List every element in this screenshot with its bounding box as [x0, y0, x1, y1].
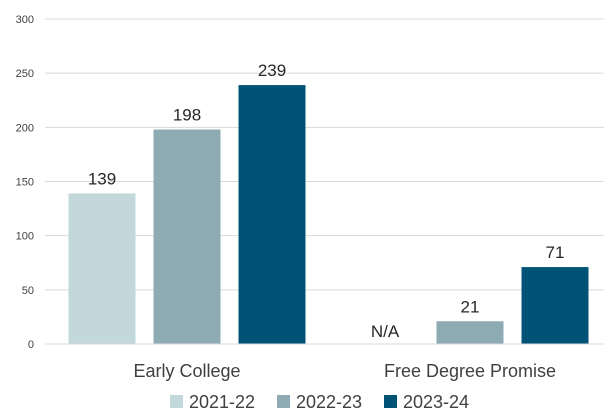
legend-label-2: 2023-24: [403, 392, 469, 412]
legend-label-1: 2022-23: [296, 392, 362, 412]
category-label-0: Early College: [133, 361, 240, 381]
y-tick-label-250: 250: [16, 68, 34, 80]
legend-swatch-2: [384, 395, 397, 408]
data-label-1-2: 71: [546, 243, 565, 262]
data-label-0-1: 198: [173, 106, 201, 125]
bar-0-1: [153, 129, 221, 344]
category-label-1: Free Degree Promise: [384, 361, 556, 381]
data-label-1-0: N/A: [371, 322, 400, 341]
bar-0-0: [68, 193, 136, 344]
legend-swatch-0: [170, 395, 183, 408]
y-tick-label-100: 100: [16, 231, 34, 243]
data-label-1-1: 21: [461, 297, 480, 316]
legend-swatch-1: [277, 395, 290, 408]
bar-1-1: [436, 321, 504, 344]
gridlines: [45, 18, 604, 291]
legend-label-0: 2021-22: [189, 392, 255, 412]
bars: [68, 85, 589, 344]
bar-1-2: [521, 267, 589, 344]
legend: 2021-22 2022-23 2023-24: [170, 392, 469, 412]
y-tick-label-150: 150: [16, 177, 34, 189]
data-labels: 139 198 239 N/A 21 71: [88, 61, 565, 341]
y-tick-label-50: 50: [22, 285, 34, 297]
category-labels: Early College Free Degree Promise: [133, 361, 556, 381]
y-axis-ticks: 0 50 100 150 200 250 300: [16, 14, 34, 351]
y-tick-label-200: 200: [16, 122, 34, 134]
y-tick-label-300: 300: [16, 14, 34, 26]
data-label-0-0: 139: [88, 169, 116, 188]
bar-0-2: [238, 85, 306, 344]
data-label-0-2: 239: [258, 61, 286, 80]
y-tick-label-0: 0: [28, 339, 34, 351]
